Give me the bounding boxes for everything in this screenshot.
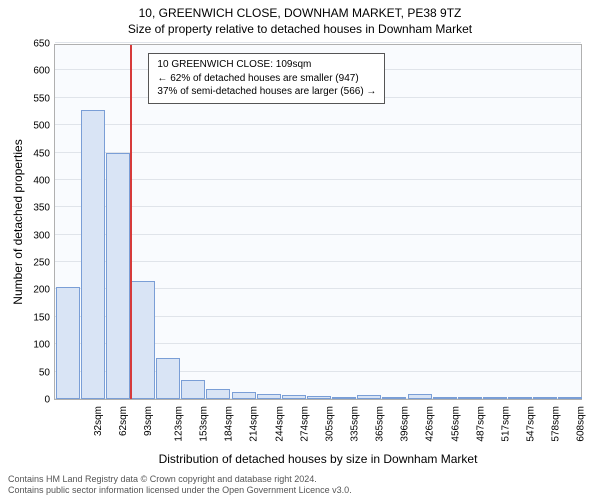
y-axis-label: Number of detached properties — [11, 139, 25, 304]
gridline — [55, 152, 581, 153]
x-tick-label: 305sqm — [324, 406, 335, 442]
histogram-bar — [131, 281, 155, 399]
histogram-bar — [533, 397, 557, 399]
y-tick-label: 250 — [10, 258, 50, 269]
x-tick-label: 184sqm — [224, 406, 235, 442]
histogram-bar — [307, 396, 331, 399]
x-tick-label: 244sqm — [274, 406, 285, 442]
histogram-bar — [483, 397, 507, 399]
x-tick-label: 456sqm — [450, 406, 461, 442]
x-tick-label: 153sqm — [199, 406, 210, 442]
x-tick-label: 123sqm — [174, 406, 185, 442]
x-tick-label: 578sqm — [551, 406, 562, 442]
y-tick-label: 450 — [10, 148, 50, 159]
histogram-bar — [408, 394, 432, 399]
histogram-bar — [558, 397, 582, 399]
histogram-bar — [382, 397, 406, 399]
histogram-bar — [106, 153, 130, 399]
x-tick-label: 365sqm — [375, 406, 386, 442]
callout-line1: 10 GREENWICH CLOSE: 109sqm — [157, 58, 376, 72]
histogram-bar — [458, 397, 482, 399]
gridline — [55, 124, 581, 125]
histogram-bar — [357, 395, 381, 399]
callout-line2: ← 62% of detached houses are smaller (94… — [157, 72, 376, 86]
y-tick-label: 650 — [10, 39, 50, 50]
plot-container: 10 GREENWICH CLOSE: 109sqm← 62% of detac… — [54, 44, 582, 400]
y-tick-label: 600 — [10, 66, 50, 77]
x-tick-label: 547sqm — [526, 406, 537, 442]
x-tick-label: 396sqm — [400, 406, 411, 442]
chart-subtitle: Size of property relative to detached ho… — [0, 20, 600, 36]
x-tick-label: 93sqm — [143, 406, 154, 436]
x-tick-label: 608sqm — [576, 406, 587, 442]
x-tick-label: 214sqm — [249, 406, 260, 442]
histogram-bar — [181, 380, 205, 399]
histogram-bar — [206, 389, 230, 399]
attribution-line2: Contains public sector information licen… — [8, 485, 352, 496]
x-tick-label: 487sqm — [475, 406, 486, 442]
histogram-bar — [332, 397, 356, 399]
gridline — [55, 234, 581, 235]
x-tick-label: 426sqm — [425, 406, 436, 442]
histogram-bar — [508, 397, 532, 399]
histogram-bar — [81, 110, 105, 399]
y-tick-label: 550 — [10, 93, 50, 104]
gridline — [55, 179, 581, 180]
y-tick-label: 400 — [10, 175, 50, 186]
y-tick-label: 0 — [10, 395, 50, 406]
histogram-bar — [282, 395, 306, 399]
callout-box: 10 GREENWICH CLOSE: 109sqm← 62% of detac… — [148, 53, 385, 104]
y-tick-label: 200 — [10, 285, 50, 296]
histogram-bar — [433, 397, 457, 399]
y-tick-label: 50 — [10, 367, 50, 378]
histogram-bar — [56, 287, 80, 399]
gridline — [55, 206, 581, 207]
histogram-bar — [156, 358, 180, 399]
histogram-bar — [257, 394, 281, 399]
chart-title-address: 10, GREENWICH CLOSE, DOWNHAM MARKET, PE3… — [0, 0, 600, 20]
x-tick-label: 62sqm — [118, 406, 129, 436]
x-tick-label: 335sqm — [350, 406, 361, 442]
attribution-line1: Contains HM Land Registry data © Crown c… — [8, 474, 352, 485]
x-axis-label: Distribution of detached houses by size … — [159, 452, 478, 466]
plot-area: 10 GREENWICH CLOSE: 109sqm← 62% of detac… — [54, 44, 582, 400]
gridline — [55, 261, 581, 262]
gridline — [55, 42, 581, 43]
y-tick-label: 350 — [10, 203, 50, 214]
callout-line3: 37% of semi-detached houses are larger (… — [157, 85, 376, 99]
marker-line — [130, 45, 132, 399]
x-tick-label: 32sqm — [93, 406, 104, 436]
x-tick-label: 274sqm — [299, 406, 310, 442]
x-tick-label: 517sqm — [500, 406, 511, 442]
y-tick-label: 100 — [10, 340, 50, 351]
y-tick-label: 150 — [10, 312, 50, 323]
y-tick-label: 500 — [10, 121, 50, 132]
histogram-bar — [232, 392, 256, 399]
attribution-text: Contains HM Land Registry data © Crown c… — [8, 474, 352, 497]
y-tick-label: 300 — [10, 230, 50, 241]
